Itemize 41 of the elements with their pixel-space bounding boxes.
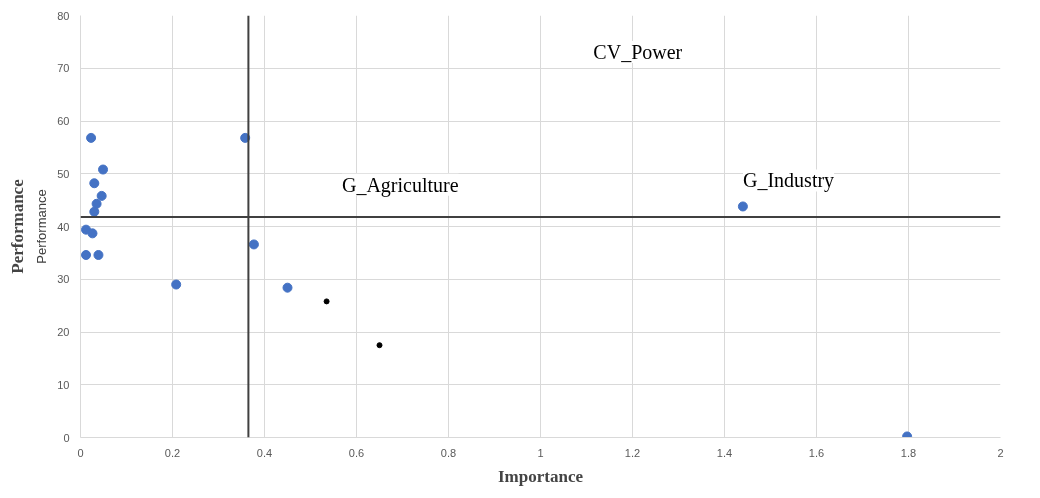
x-tick-label: 0.4 <box>256 446 273 459</box>
y-tick-label: 50 <box>57 167 70 180</box>
y-tick-label: 0 <box>63 431 70 444</box>
point <box>93 249 104 260</box>
y-tick-label: 60 <box>57 115 70 127</box>
text: Performance <box>7 178 27 274</box>
x-tick-label: 0.6 <box>348 446 365 459</box>
x-axis-title: Importance <box>498 466 584 486</box>
y-tick-label: 80 <box>57 9 70 22</box>
x-tick-label: 1.4 <box>716 446 733 459</box>
y-axis-title: Performance <box>34 189 50 264</box>
x-tick-label: 1.2 <box>624 446 641 459</box>
point <box>171 279 182 290</box>
point <box>282 282 293 293</box>
x-tick-label: 0 <box>77 446 84 459</box>
x-tick-label: 0.2 <box>164 446 181 459</box>
point <box>98 164 109 175</box>
point <box>96 190 107 201</box>
point <box>376 342 383 349</box>
x-tick-label: 0.8 <box>440 446 457 459</box>
y-tick-label: 30 <box>57 273 70 286</box>
point <box>248 239 259 250</box>
point <box>87 228 98 239</box>
point <box>81 249 92 260</box>
annotation: G_Industry <box>743 169 835 193</box>
y-tick-label: 40 <box>57 220 70 233</box>
x-tick-label: 1.8 <box>900 446 917 459</box>
point <box>89 178 100 189</box>
x-tick-label: 1.6 <box>808 446 825 459</box>
x-tick-label: 2 <box>997 446 1004 459</box>
x-tick-label: 1 <box>537 446 544 459</box>
point <box>323 298 330 305</box>
y-tick-label: 10 <box>57 378 70 391</box>
y-tick-label: 70 <box>57 62 70 75</box>
point <box>86 132 97 143</box>
y-tick-label: 20 <box>57 326 70 338</box>
annotation: G_Agriculture <box>341 173 459 197</box>
point <box>91 198 102 209</box>
annotation: CV_Power <box>593 40 683 63</box>
point <box>737 201 748 212</box>
point <box>89 206 100 217</box>
